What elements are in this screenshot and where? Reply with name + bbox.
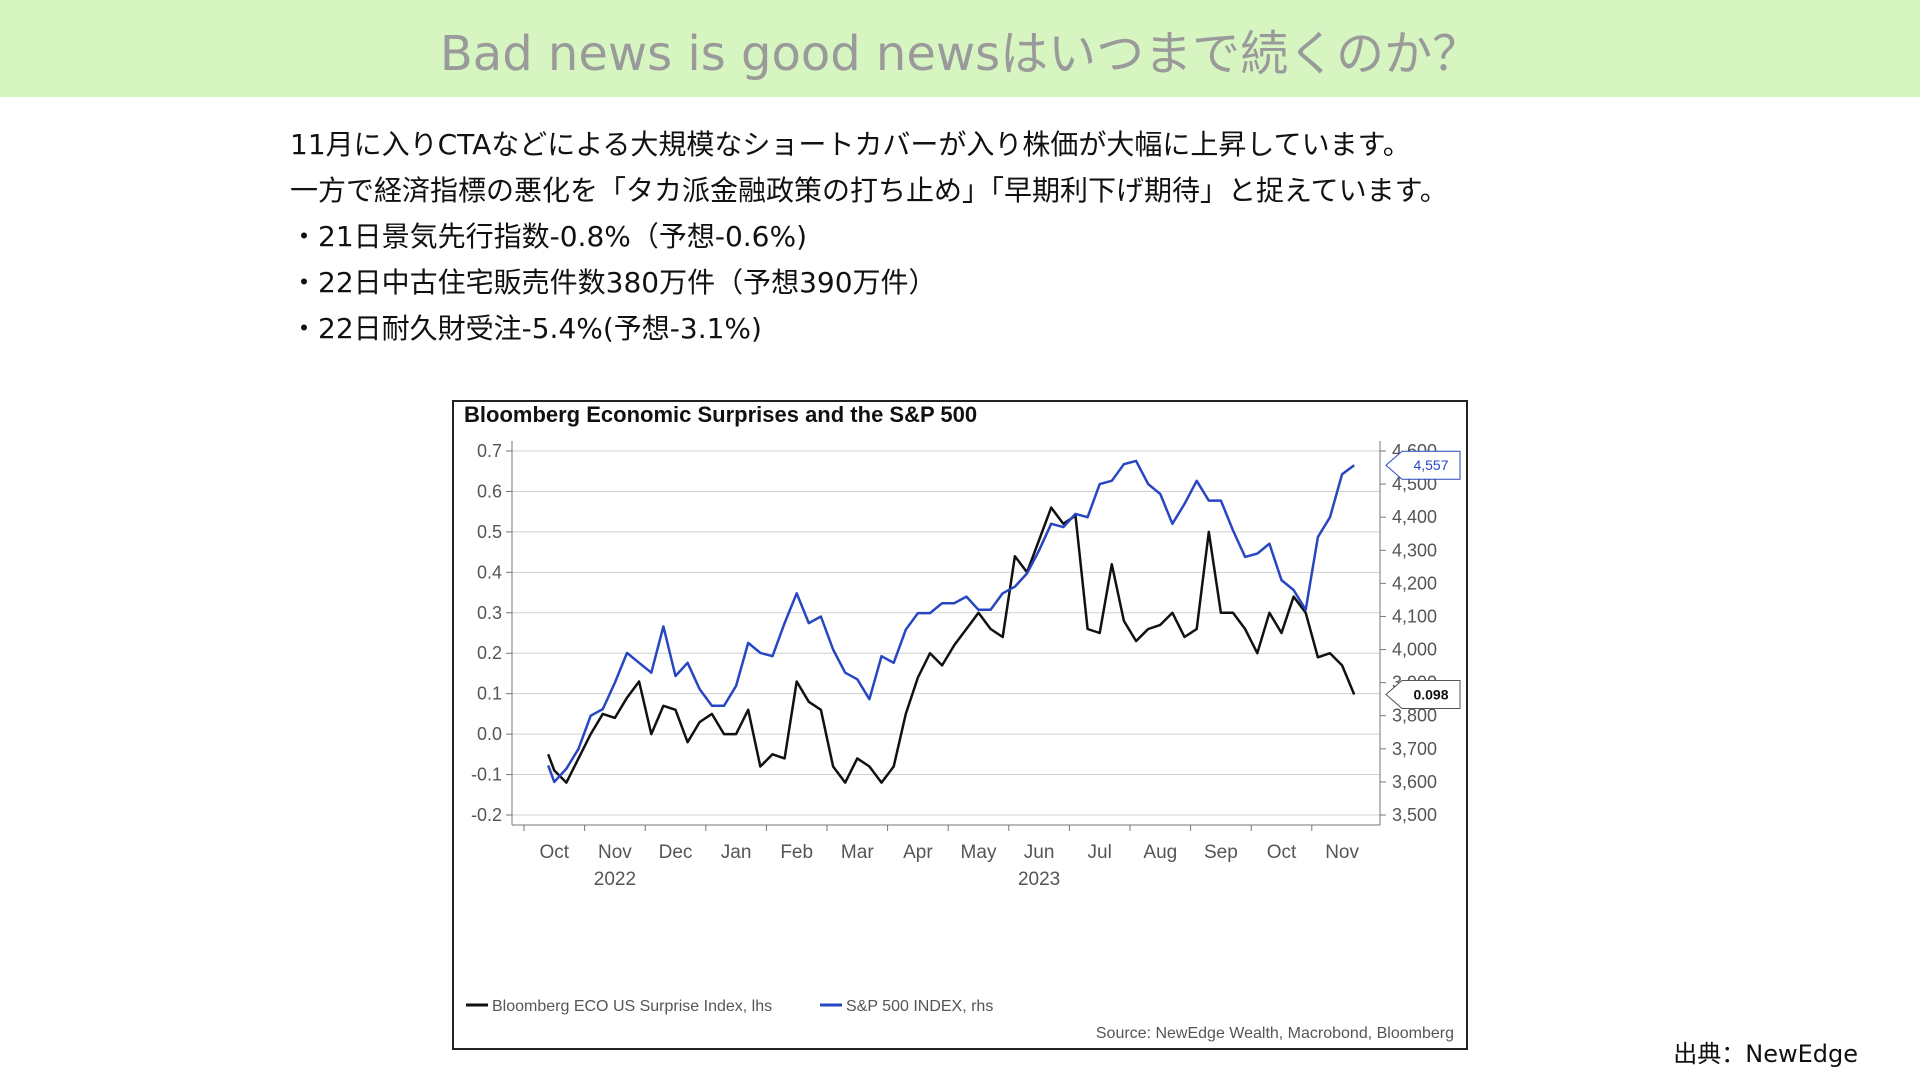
left-axis-tick-label: 0.7	[477, 441, 502, 461]
x-axis-year-label: 2023	[1018, 869, 1060, 890]
x-axis-month-label: Jul	[1088, 842, 1112, 863]
sp500-end-label-box	[1385, 450, 1461, 480]
x-axis-month-label: Oct	[1267, 842, 1297, 863]
bullet-leading-index: ・21日景気先行指数-0.8%（予想-0.6%)	[290, 220, 808, 253]
sp500-end-label: 4,557	[1413, 457, 1448, 473]
right-axis-tick-label: 4,200	[1392, 573, 1437, 593]
surprise-end-label-box	[1385, 679, 1461, 709]
x-axis-month-label: Jun	[1024, 842, 1055, 863]
x-axis-month-label: May	[961, 842, 997, 863]
x-axis-year-label: 2022	[594, 869, 636, 890]
x-axis-month-label: Jan	[721, 842, 752, 863]
right-axis-tick-label: 3,800	[1392, 706, 1437, 726]
bullet-existing-home-sales: ・22日中古住宅販売件数380万件（予想390万件）	[290, 266, 937, 299]
left-axis-tick-label: 0.6	[477, 481, 502, 501]
right-axis-tick-label: 3,700	[1392, 739, 1437, 759]
x-axis-month-label: Mar	[841, 842, 874, 863]
surprise-end-label: 0.098	[1413, 686, 1448, 702]
right-axis-tick-label: 4,400	[1392, 507, 1437, 527]
surprise-index-line	[547, 506, 1356, 784]
left-axis-tick-label: 0.0	[477, 724, 502, 744]
left-axis-tick-label: -0.2	[471, 805, 502, 825]
right-axis-tick-label: 4,300	[1392, 540, 1437, 560]
body-line-2: 一方で経済指標の悪化を「タカ派金融政策の打ち止め」「早期利下げ期待」と捉えていま…	[290, 174, 1448, 207]
page-title: Bad news is good newsはいつまで続くのか？	[439, 25, 1481, 82]
sp500-line	[547, 459, 1355, 784]
legend-label-sp500: S&P 500 INDEX, rhs	[846, 998, 993, 1015]
bullet-durable-goods: ・22日耐久財受注-5.4%(予想-3.1%)	[290, 312, 762, 345]
right-axis-tick-label: 4,000	[1392, 640, 1437, 660]
left-axis-tick-label: -0.1	[471, 765, 502, 785]
x-axis-month-label: Feb	[780, 842, 813, 863]
body-text: 11月に入りCTAなどによる大規模なショートカバーが入り株価が大幅に上昇していま…	[290, 122, 1690, 352]
left-axis-tick-label: 0.4	[477, 562, 502, 582]
line-chart: Bloomberg Economic Surprises and the S&P…	[464, 402, 1461, 1042]
right-axis-tick-label: 4,100	[1392, 606, 1437, 626]
left-axis-tick-label: 0.3	[477, 603, 502, 623]
left-axis-tick-label: 0.1	[477, 684, 502, 704]
body-line-1: 11月に入りCTAなどによる大規模なショートカバーが入り株価が大幅に上昇していま…	[290, 128, 1411, 161]
x-axis-month-label: Aug	[1143, 842, 1177, 863]
left-axis-tick-label: 0.5	[477, 522, 502, 542]
source-credit: 出典：NewEdge	[1673, 1040, 1858, 1068]
x-axis-month-label: Apr	[903, 842, 933, 863]
x-axis-month-label: Nov	[598, 842, 632, 863]
right-axis-tick-label: 3,600	[1392, 772, 1437, 792]
x-axis-month-label: Nov	[1325, 842, 1359, 863]
x-axis-month-label: Sep	[1204, 842, 1238, 863]
x-axis-month-label: Dec	[659, 842, 693, 863]
chart-title: Bloomberg Economic Surprises and the S&P…	[464, 402, 977, 427]
right-axis-tick-label: 3,500	[1392, 805, 1437, 825]
left-axis-tick-label: 0.2	[477, 643, 502, 663]
legend-label-surprise: Bloomberg ECO US Surprise Index, lhs	[492, 998, 772, 1015]
chart-panel: Bloomberg Economic Surprises and the S&P…	[452, 400, 1468, 1050]
x-axis-month-label: Oct	[540, 842, 570, 863]
title-banner: Bad news is good newsはいつまで続くのか？	[0, 0, 1920, 97]
chart-source-note: Source: NewEdge Wealth, Macrobond, Bloom…	[1096, 1025, 1454, 1042]
